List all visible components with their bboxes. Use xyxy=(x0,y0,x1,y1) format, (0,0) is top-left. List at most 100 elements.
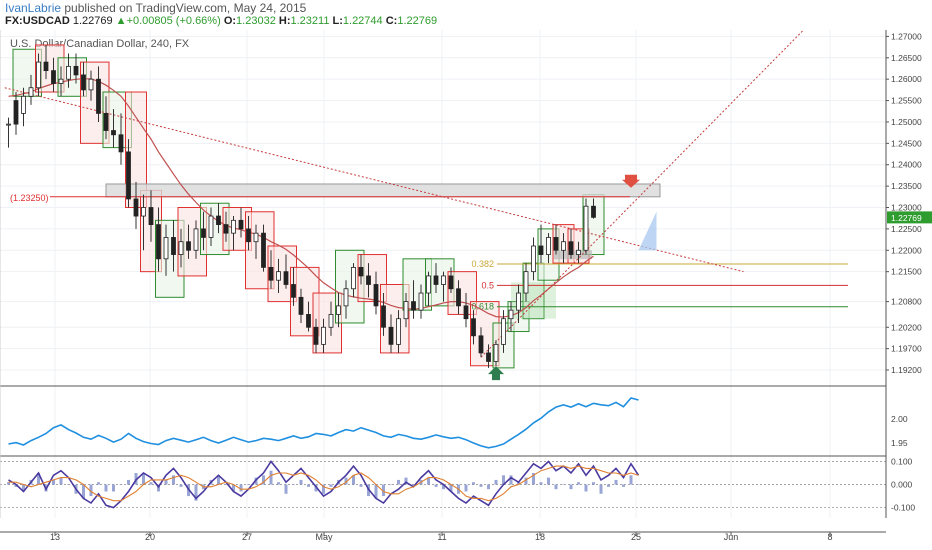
osc-histogram-bar xyxy=(329,484,333,487)
up-candle xyxy=(418,292,424,311)
osc-histogram-bar xyxy=(487,484,490,490)
up-candle xyxy=(426,275,431,294)
osc-histogram-bar xyxy=(82,484,85,499)
up-candle xyxy=(501,318,506,345)
down-candle xyxy=(313,326,319,345)
osc-histogram-bar xyxy=(517,482,520,485)
y-tick-label: 1.23500 xyxy=(891,181,922,191)
osc-histogram-bar xyxy=(607,484,610,487)
osc-histogram-bar xyxy=(7,482,10,485)
symbol-quote-bar: FX:USDCAD 1.22769 ▲+0.00805 (+0.66%) O:1… xyxy=(5,15,437,27)
osc-histogram-bar xyxy=(172,475,175,485)
down-candle xyxy=(306,314,311,328)
osc-histogram-bar xyxy=(269,470,273,485)
up-candle xyxy=(21,95,26,114)
down-arrow-icon xyxy=(622,174,640,188)
y-tick-label: 1.20800 xyxy=(891,297,922,307)
up-candle xyxy=(231,219,236,234)
osc-histogram-bar xyxy=(119,484,123,486)
up-candle xyxy=(253,232,259,243)
osc-histogram-bar xyxy=(22,484,25,492)
down-candle xyxy=(81,74,86,91)
osc-histogram-bar xyxy=(142,473,145,485)
osc-histogram-bar xyxy=(532,473,535,485)
x-tick-label: 11 xyxy=(437,532,446,542)
osc-histogram-bar xyxy=(112,484,115,492)
down-candle xyxy=(456,288,461,307)
osc-histogram-bar xyxy=(89,484,93,497)
down-candle xyxy=(381,305,386,328)
osc-histogram-bar xyxy=(412,484,415,486)
down-candle xyxy=(283,271,289,285)
rsi-tick-label: 1.95 xyxy=(891,438,908,448)
down-candle xyxy=(448,275,454,290)
symbol-label[interactable]: FX:USDCAD xyxy=(5,15,70,27)
osc-histogram-bar xyxy=(299,479,303,485)
y-tick-label: 1.26500 xyxy=(891,53,922,63)
osc-histogram-bar xyxy=(67,484,70,486)
up-candle xyxy=(193,228,199,251)
osc-histogram-bar xyxy=(554,484,558,490)
up-candle xyxy=(508,309,514,320)
osc-histogram-bar xyxy=(307,484,310,487)
rsi-tick-label: 2.00 xyxy=(891,414,908,424)
up-candle xyxy=(276,271,281,281)
osc-histogram-bar xyxy=(622,484,625,487)
osc-histogram-bar xyxy=(217,475,220,485)
close-value: 1.22769 xyxy=(397,15,438,27)
up-candle xyxy=(163,237,169,260)
bars-pattern-projection xyxy=(638,211,657,251)
last-price-badge xyxy=(887,211,932,224)
osc-histogram-bar xyxy=(547,477,550,485)
author-link[interactable]: IvanLabrie xyxy=(5,1,62,15)
down-candle xyxy=(298,296,304,315)
down-candle xyxy=(246,228,251,243)
up-candle xyxy=(531,245,536,273)
down-candle xyxy=(51,70,56,84)
osc-histogram-bar xyxy=(562,484,565,486)
x-tick-label: 25 xyxy=(631,532,641,542)
osc-histogram-bar xyxy=(584,484,588,492)
x-tick-label: 20 xyxy=(145,532,155,542)
down-candle xyxy=(366,275,371,285)
y-tick-label: 1.22000 xyxy=(891,245,922,255)
y-tick-label: 1.23000 xyxy=(891,203,922,213)
up-candle xyxy=(58,78,64,84)
down-candle xyxy=(478,335,484,354)
axes: 1.27000 1.26500 1.26000 1.25500 1.25000 1.245… xyxy=(0,30,932,542)
osc-tick-label: 0.100 xyxy=(891,456,913,466)
down-candle xyxy=(291,284,296,298)
up-candle xyxy=(561,241,566,251)
osc-histogram-bar xyxy=(232,484,235,492)
annotation-lines: (1.23250) 0.382 0.5 0.618 xyxy=(4,29,848,358)
osc-signal-line xyxy=(8,465,639,502)
y-tick-label: 1.27000 xyxy=(891,31,922,41)
osc-histogram-bar xyxy=(569,484,573,490)
osc-histogram-bar xyxy=(134,473,138,485)
osc-histogram-bar xyxy=(494,479,498,485)
osc-histogram-bar xyxy=(52,479,55,485)
up-candle xyxy=(546,237,551,255)
osc-histogram-bar xyxy=(442,484,445,490)
osc-histogram-bar xyxy=(599,484,603,494)
up-candle xyxy=(178,241,184,255)
osc-histogram-bar xyxy=(382,484,385,497)
up-candle xyxy=(88,78,94,91)
x-tick-label: 8 xyxy=(827,532,832,542)
up-triangle-icon: ▲ xyxy=(115,15,127,27)
osc-histogram-bar xyxy=(344,477,348,485)
x-tick-label: May xyxy=(315,532,333,542)
osc-histogram-bar xyxy=(224,484,228,486)
osc-histogram-bar xyxy=(97,482,100,485)
fib-label: 0.382 xyxy=(471,259,494,269)
down-candle xyxy=(156,224,161,260)
y-tick-label: 1.25500 xyxy=(891,96,922,106)
osc-histogram-bar xyxy=(374,484,378,499)
osc-histogram-bar xyxy=(614,479,618,485)
high-label: H: xyxy=(278,15,291,27)
last-price-label: 1.22769 xyxy=(891,213,922,223)
down-candle xyxy=(538,245,544,255)
up-candle xyxy=(328,314,334,328)
x-tick-label: 13 xyxy=(50,532,60,542)
